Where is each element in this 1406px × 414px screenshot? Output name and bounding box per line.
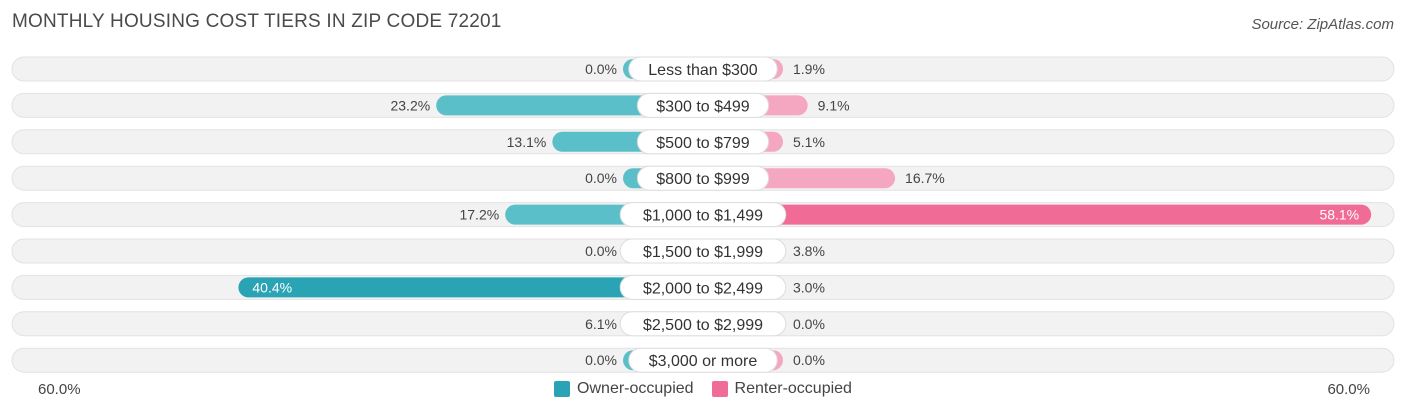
legend-owner-label: Owner-occupied — [577, 380, 694, 397]
category-label: $2,500 to $2,999 — [643, 317, 763, 334]
category-pill — [619, 311, 787, 337]
renter-swatch — [711, 381, 728, 397]
owner-value-label: 17.2% — [459, 207, 499, 223]
legend-item-owner[interactable]: Owner-occupied — [554, 380, 694, 398]
category-label: $1,000 to $1,499 — [643, 208, 763, 225]
category-pill — [636, 165, 770, 191]
category-pill — [636, 129, 770, 155]
axis-right-label: 60.0% — [1327, 381, 1370, 398]
renter-value-label: 16.7% — [905, 170, 945, 186]
renter-value-label: 3.8% — [793, 243, 825, 259]
renter-value-label: 3.0% — [793, 279, 825, 295]
legend-renter-label: Renter-occupied — [734, 380, 852, 397]
legend: Owner-occupied Renter-occupied — [0, 380, 1406, 398]
category-label: $800 to $999 — [656, 171, 750, 188]
legend-item-renter[interactable]: Renter-occupied — [711, 380, 852, 398]
category-pill — [628, 347, 778, 373]
owner-value-label: 6.1% — [585, 316, 617, 332]
category-label: $1,500 to $1,999 — [643, 244, 763, 261]
category-pill — [619, 202, 787, 228]
renter-value-label: 58.1% — [1319, 207, 1359, 223]
owner-value-label: 13.1% — [507, 134, 547, 150]
renter-value-label: 0.0% — [793, 352, 825, 368]
renter-bar — [703, 204, 1372, 225]
renter-value-label: 9.1% — [818, 97, 850, 113]
category-label: $500 to $799 — [656, 135, 750, 152]
renter-value-label: 1.9% — [793, 61, 825, 77]
axis-left-label: 60.0% — [38, 381, 81, 398]
owner-bar — [436, 95, 703, 116]
source-note: Source: ZipAtlas.com — [1251, 16, 1394, 33]
category-pill — [619, 274, 787, 300]
owner-swatch — [554, 381, 571, 397]
owner-value-label: 23.2% — [390, 97, 430, 113]
category-label: $3,000 or more — [649, 353, 758, 370]
category-label: $2,000 to $2,499 — [643, 280, 763, 297]
owner-value-label: 0.0% — [585, 61, 617, 77]
owner-value-label: 40.4% — [252, 279, 292, 295]
category-label: $300 to $499 — [656, 98, 750, 115]
category-pill — [619, 238, 787, 264]
category-label: Less than $300 — [648, 62, 758, 79]
renter-value-label: 5.1% — [793, 134, 825, 150]
owner-bar — [238, 277, 703, 298]
owner-value-label: 0.0% — [585, 170, 617, 186]
owner-value-label: 0.0% — [585, 352, 617, 368]
renter-value-label: 0.0% — [793, 316, 825, 332]
category-pill — [628, 56, 778, 82]
chart-title: MONTHLY HOUSING COST TIERS IN ZIP CODE 7… — [12, 11, 502, 32]
category-pill — [636, 92, 770, 118]
owner-value-label: 0.0% — [585, 243, 617, 259]
